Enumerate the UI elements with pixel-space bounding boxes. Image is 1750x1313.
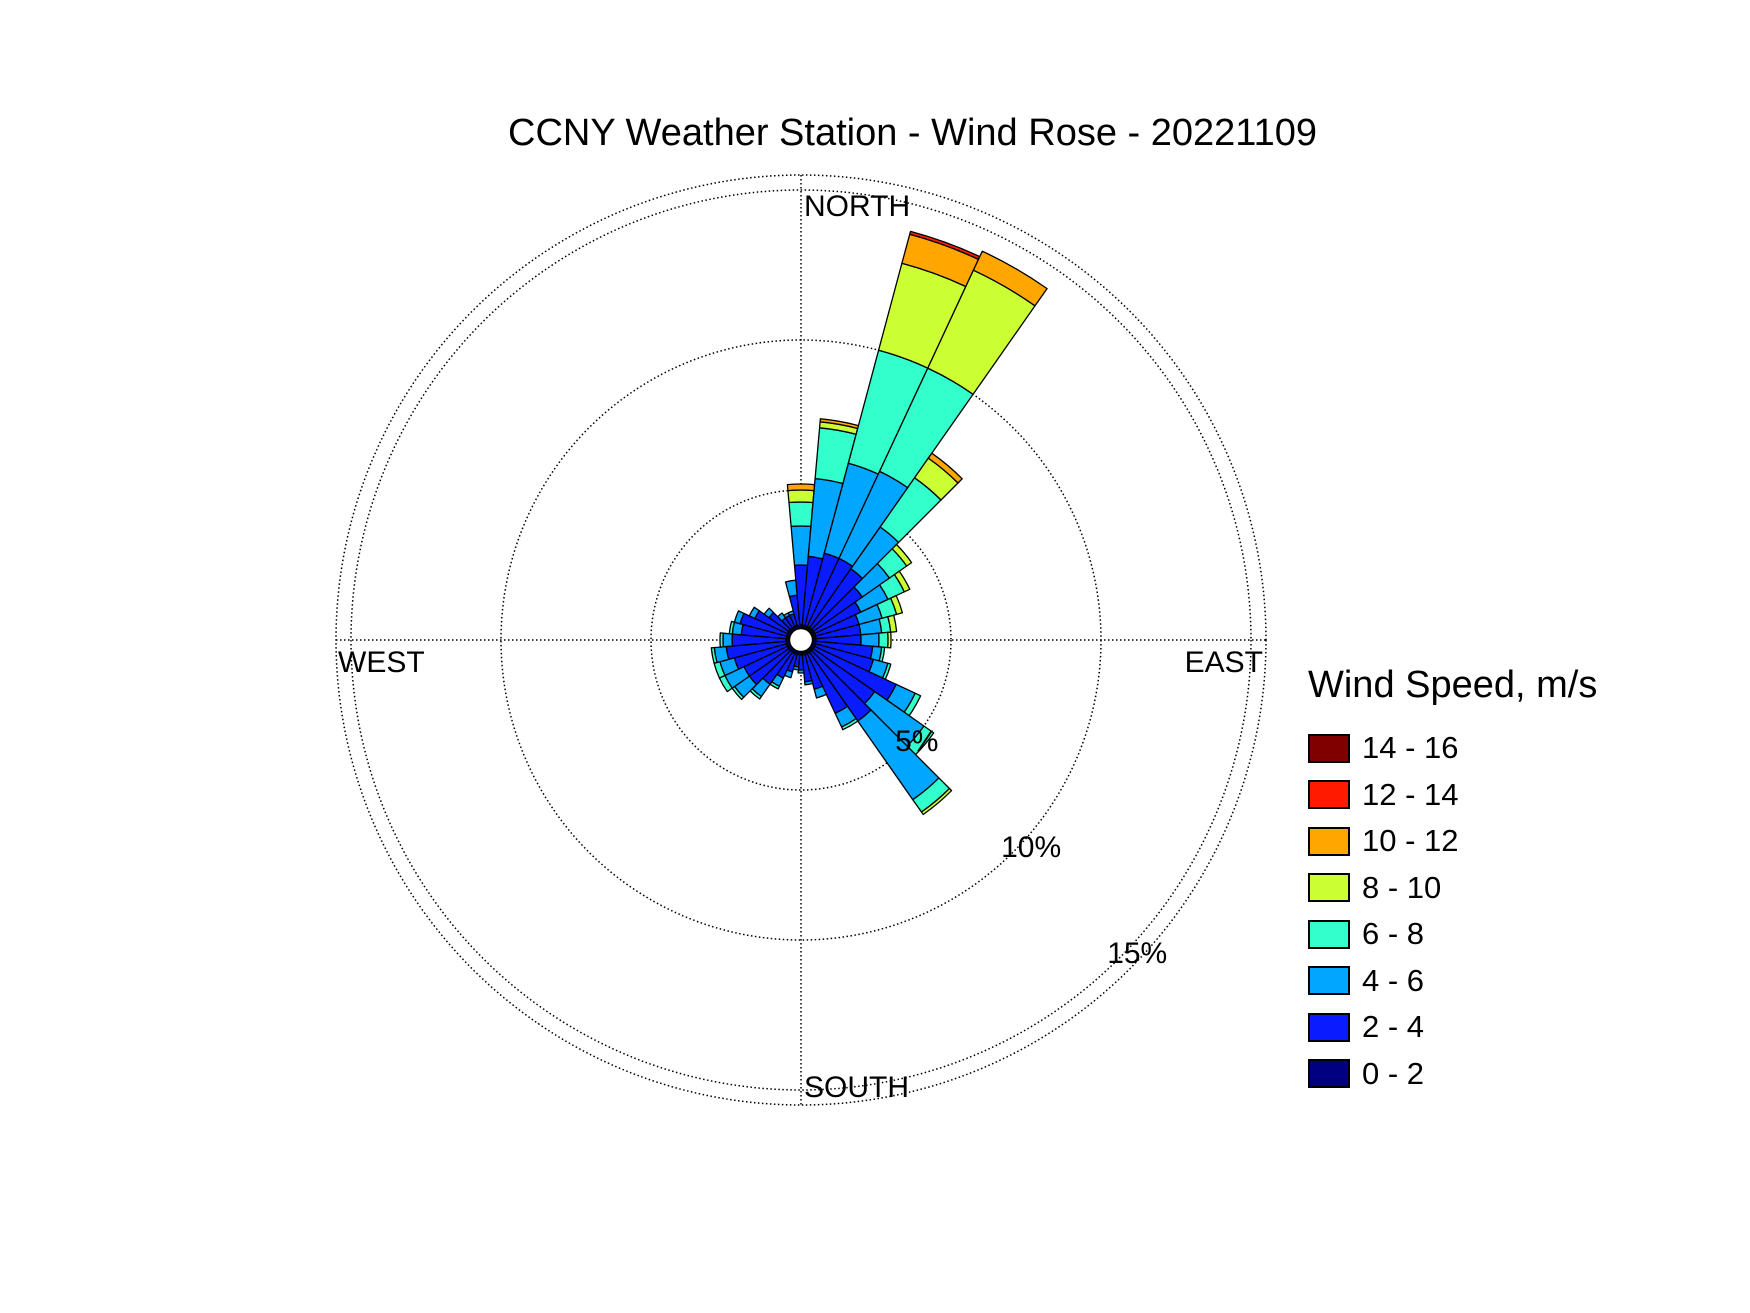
radial-tick-label-2: 10% <box>1001 831 1061 864</box>
petal-300-bin-2 <box>748 606 760 620</box>
petal-170-bin-2 <box>804 679 814 686</box>
legend-title: Wind Speed, m/s <box>1308 664 1598 706</box>
petal-30-bin-5 <box>972 250 1048 307</box>
legend-label: 0 - 2 <box>1362 1055 1425 1091</box>
petal-90-bin-2 <box>860 632 880 648</box>
legend-entry: 6 - 8 <box>1308 911 1597 958</box>
petal-320-bin-2 <box>777 612 787 622</box>
petal-350-bin-2 <box>784 579 798 598</box>
legend-label: 14 - 16 <box>1362 730 1459 766</box>
petal-270-bin-3 <box>719 632 724 648</box>
petal-0-bin-5 <box>786 483 816 492</box>
legend-label: 10 - 12 <box>1362 823 1459 859</box>
petal-50-bin-4 <box>891 543 913 567</box>
legend-swatch <box>1308 966 1350 996</box>
direction-label-north: NORTH <box>804 190 910 223</box>
legend-entry: 14 - 16 <box>1308 725 1597 772</box>
petal-180-bin-2 <box>797 669 805 674</box>
petal-280-bin-3 <box>728 620 736 635</box>
legend-swatch <box>1308 1012 1350 1042</box>
petal-40-bin-5 <box>927 452 963 484</box>
legend-swatch <box>1308 826 1350 856</box>
legend-label: 12 - 14 <box>1362 776 1459 812</box>
direction-label-east: EAST <box>1185 646 1263 679</box>
petal-150-bin-3 <box>840 717 859 731</box>
legend-entry: 2 - 4 <box>1308 1004 1597 1051</box>
petal-0-bin-4 <box>787 489 815 504</box>
grid-circle-1 <box>650 489 952 791</box>
legend-label: 2 - 4 <box>1362 1009 1425 1045</box>
petal-260-bin-3 <box>710 646 718 664</box>
petal-90-bin-4 <box>887 631 892 649</box>
petal-0-bin-3 <box>788 501 814 528</box>
legend-entry: 10 - 12 <box>1308 818 1597 865</box>
direction-label-west: WEST <box>338 646 425 679</box>
legend-label: 8 - 10 <box>1362 869 1442 905</box>
petal-70-bin-4 <box>890 594 904 616</box>
legend-swatch <box>1308 733 1350 763</box>
radial-tick-label-3: 15% <box>1107 937 1167 970</box>
legend-label: 6 - 8 <box>1362 916 1425 952</box>
legend-label: 4 - 6 <box>1362 962 1425 998</box>
petal-90-bin-3 <box>878 631 889 649</box>
calm-center <box>788 627 813 652</box>
legend-entry: 12 - 14 <box>1308 772 1597 819</box>
legend-entries: 14 - 16 12 - 14 10 - 12 8 - 10 6 - 8 4 - 6 2 -… <box>1308 725 1597 1097</box>
petal-60-bin-4 <box>893 570 911 593</box>
direction-label-south: SOUTH <box>804 1071 909 1104</box>
legend-entry: 8 - 10 <box>1308 865 1597 912</box>
chart-title: CCNY Weather Station - Wind Rose - 20221… <box>508 112 1317 154</box>
petal-140-bin-4 <box>920 787 953 816</box>
radial-tick-label-1: 5% <box>895 725 938 758</box>
petal-290-bin-2 <box>733 610 745 625</box>
petal-310-bin-2 <box>763 607 775 619</box>
legend: Wind Speed, m/s 14 - 16 12 - 14 10 - 12 8 -… <box>1308 664 1597 1097</box>
legend-entry: 0 - 2 <box>1308 1051 1597 1098</box>
legend-swatch <box>1308 919 1350 949</box>
legend-swatch <box>1308 1059 1350 1089</box>
legend-swatch <box>1308 780 1350 810</box>
petal-80-bin-4 <box>887 614 898 633</box>
petal-270-bin-2 <box>722 632 733 648</box>
legend-entry: 4 - 6 <box>1308 958 1597 1005</box>
grid-circle-3 <box>350 189 1252 1091</box>
legend-swatch <box>1308 873 1350 903</box>
petal-160-bin-2 <box>813 685 828 699</box>
